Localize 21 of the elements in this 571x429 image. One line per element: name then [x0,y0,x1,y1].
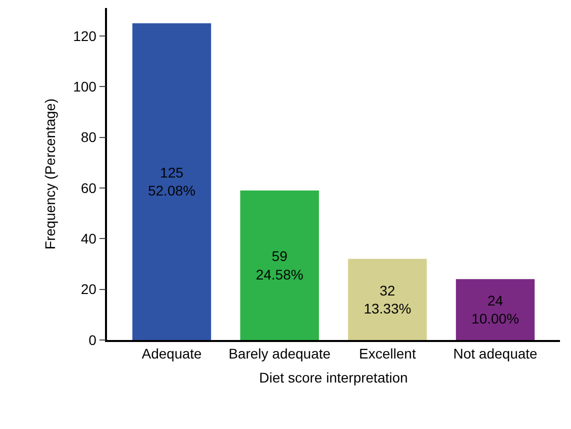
y-tick-label: 120 [73,28,97,44]
bar [348,258,427,340]
y-tick-label: 40 [80,230,97,247]
y-axis-title: Frequency (Percentage) [42,98,58,250]
x-axis-title: Diet score interpretation [259,369,408,386]
x-tick-label: Adequate [142,346,202,362]
x-tick-label: Excellent [359,346,416,362]
y-tick-label: 80 [80,129,97,146]
bar [240,190,319,340]
data-label: 32 13.33% [364,282,412,317]
y-tick-label: 60 [80,180,97,196]
x-tick-label: Not adequate [453,346,538,362]
y-tick-label: 0 [88,332,97,348]
bar [456,279,535,340]
bar [132,23,212,340]
data-label: 59 24.58% [256,248,304,282]
x-tick-label: Barely adequate [228,346,331,362]
data-label: 24 10.00% [472,292,520,327]
y-tick-label: 20 [80,281,97,298]
data-label: 125 52.08% [148,164,196,199]
y-tick-label: 100 [73,78,97,94]
